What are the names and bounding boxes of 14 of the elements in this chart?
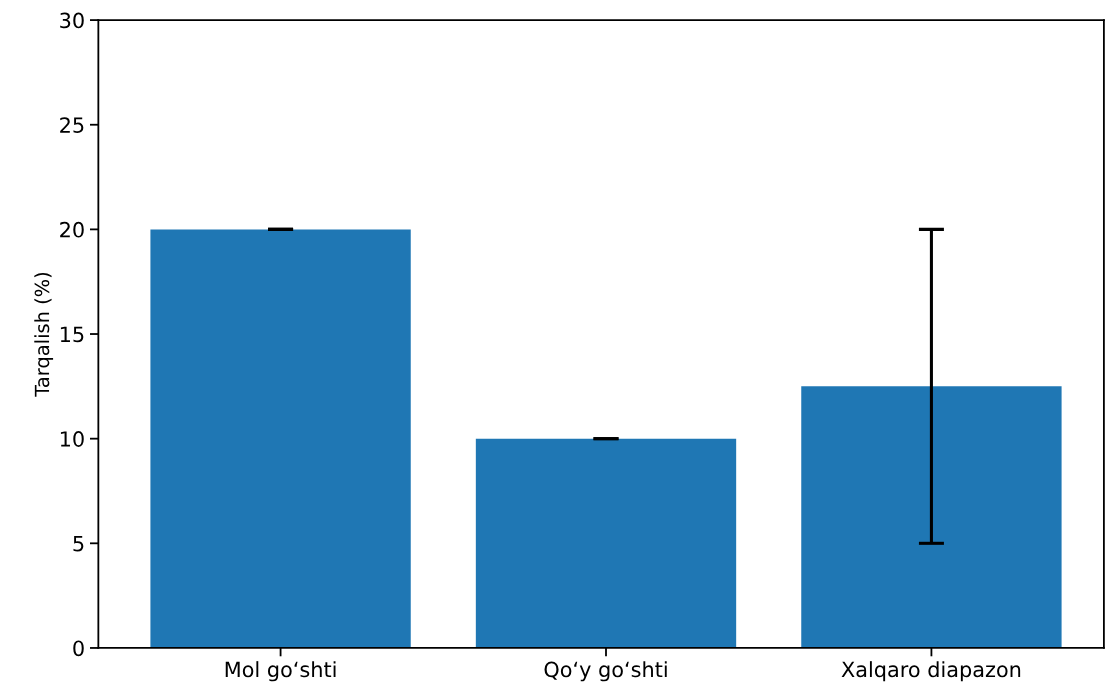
y-tick-label: 0 bbox=[73, 640, 84, 657]
y-tick-label: 30 bbox=[60, 12, 84, 29]
y-tick-label: 5 bbox=[73, 536, 84, 552]
bar bbox=[150, 229, 411, 648]
y-tick-label: 15 bbox=[60, 326, 84, 343]
bar bbox=[801, 386, 1062, 648]
x-tick-label: Xalqaro diapazon bbox=[841, 661, 1021, 682]
x-tick-label: Mol go‘shti bbox=[225, 661, 336, 682]
y-tick-label: 10 bbox=[60, 431, 84, 447]
bar bbox=[475, 438, 737, 648]
y-tick-label: 20 bbox=[60, 221, 84, 238]
x-tick-label: Qo‘y go‘shti bbox=[544, 661, 667, 682]
y-tick-label: 25 bbox=[60, 117, 84, 133]
y-axis-title: Tarqalish (%) bbox=[34, 272, 54, 397]
